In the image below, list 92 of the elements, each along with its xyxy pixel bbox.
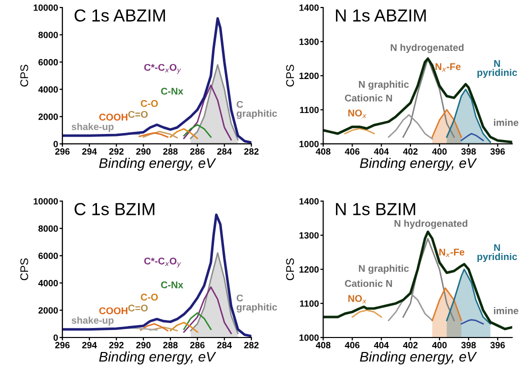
annotation: N$_{x}$-Fe bbox=[439, 248, 464, 258]
annotation: NO$_{x}$ bbox=[348, 295, 366, 304]
y-tick-label: 2000 bbox=[38, 114, 58, 120]
y-axis-title: CPS bbox=[286, 258, 294, 280]
x-axis-title: Binding energy, eV bbox=[99, 158, 216, 171]
x-tick-label: 282 bbox=[244, 342, 259, 348]
y-tick-label: 4000 bbox=[38, 280, 58, 286]
y-tick-label: 1400 bbox=[300, 198, 319, 204]
x-tick-label: 286 bbox=[190, 148, 205, 155]
annotation: imine bbox=[494, 307, 518, 314]
y-tick-label: 6000 bbox=[38, 59, 58, 66]
x-tick-label: 408 bbox=[316, 148, 330, 155]
x-tick-label: 292 bbox=[109, 342, 124, 348]
annotation: C graphitic bbox=[236, 100, 278, 119]
y-tick-label: 1300 bbox=[300, 232, 319, 239]
x-tick-label: 290 bbox=[136, 342, 151, 348]
x-tick-label: 396 bbox=[490, 148, 505, 155]
y-axis-title: CPS bbox=[20, 258, 28, 280]
x-tick-label: 400 bbox=[432, 148, 447, 155]
annotation: shake-up bbox=[72, 316, 114, 326]
x-tick-label: 396 bbox=[490, 342, 505, 348]
x-tick-label: 404 bbox=[374, 148, 389, 155]
y-tick-label: 1100 bbox=[300, 106, 319, 114]
x-tick-label: 398 bbox=[461, 148, 476, 155]
x-tick-label: 294 bbox=[82, 148, 97, 155]
x-tick-label: 296 bbox=[55, 342, 70, 348]
x-tick-label: 284 bbox=[217, 148, 232, 155]
annotation: C-Nx bbox=[161, 281, 184, 288]
annotation: NO$_{x}$ bbox=[348, 110, 366, 118]
y-tick-label: 1000 bbox=[300, 334, 319, 341]
x-tick-label: 404 bbox=[374, 342, 389, 348]
annotation: C*-C$_{x}$O$_{y}$ bbox=[144, 258, 182, 268]
y-tick-label: 1300 bbox=[300, 38, 319, 45]
annotation: C-O bbox=[140, 294, 158, 301]
annotation: C graphitic bbox=[236, 294, 278, 312]
y-tick-label: 2000 bbox=[38, 307, 58, 314]
x-tick-label: 406 bbox=[344, 342, 360, 348]
y-axis-title: CPS bbox=[20, 64, 28, 87]
x-tick-label: 294 bbox=[82, 342, 97, 348]
x-tick-label: 292 bbox=[109, 148, 124, 155]
annotation: Cationic N bbox=[344, 94, 392, 102]
x-tick-label: 286 bbox=[190, 342, 205, 348]
annotation: shake-up bbox=[72, 122, 114, 132]
annotation: C=O bbox=[128, 110, 148, 118]
chart-title: C 1s ABZIM bbox=[74, 9, 165, 22]
annotation: COOH bbox=[99, 307, 128, 314]
y-tick-label: 1200 bbox=[300, 266, 319, 273]
y-tick-label: 1400 bbox=[300, 4, 319, 11]
chart-title: N 1s ABZIM bbox=[336, 10, 426, 22]
annotation: N graphitic bbox=[358, 80, 409, 90]
y-tick-label: 6000 bbox=[38, 252, 58, 260]
y-axis-title: CPS bbox=[286, 64, 294, 87]
annotation: C-Nx bbox=[161, 88, 184, 95]
annotation: C=O bbox=[128, 304, 148, 312]
y-tick-label: 1200 bbox=[300, 72, 319, 80]
x-tick-label: 282 bbox=[244, 148, 259, 155]
y-tick-label: 0 bbox=[54, 140, 58, 148]
x-tick-label: 408 bbox=[316, 342, 330, 348]
y-tick-label: 8000 bbox=[38, 225, 58, 232]
y-tick-label: 8000 bbox=[38, 32, 58, 38]
annotation: imine bbox=[494, 118, 518, 126]
y-tick-label: 10000 bbox=[34, 198, 58, 204]
annotation: N$_{x}$-Fe bbox=[436, 63, 461, 72]
x-tick-label: 296 bbox=[55, 148, 70, 155]
x-tick-label: 406 bbox=[344, 148, 360, 155]
y-tick-label: 4000 bbox=[38, 86, 58, 93]
y-tick-label: 10000 bbox=[34, 4, 58, 11]
x-tick-label: 284 bbox=[217, 342, 232, 348]
x-tick-label: 288 bbox=[163, 342, 178, 348]
annotation: N pyridinic bbox=[477, 60, 518, 78]
annotation: N pyridinic bbox=[477, 244, 518, 262]
x-tick-label: 290 bbox=[136, 148, 151, 155]
y-tick-label: 1000 bbox=[300, 140, 319, 148]
chart-title: C 1s BZIM bbox=[74, 202, 154, 216]
annotation: N hydrogenated bbox=[390, 44, 464, 53]
annotation: N graphitic bbox=[358, 264, 409, 274]
annotation: C*-C$_{x}$O$_{y}$ bbox=[144, 64, 182, 74]
annotation: COOH bbox=[99, 114, 128, 121]
x-tick-label: 398 bbox=[461, 342, 476, 348]
x-tick-label: 288 bbox=[163, 148, 178, 155]
x-tick-label: 402 bbox=[403, 148, 418, 155]
annotation: C-O bbox=[140, 100, 158, 107]
chart-title: N 1s BZIM bbox=[336, 203, 416, 216]
x-axis-title: Binding energy, eV bbox=[360, 351, 477, 364]
y-tick-label: 1100 bbox=[300, 300, 319, 307]
x-tick-label: 400 bbox=[432, 342, 447, 348]
x-axis-title: Binding energy, eV bbox=[99, 351, 216, 364]
annotation: N hydrogenated bbox=[394, 220, 468, 229]
y-tick-label: 0 bbox=[54, 334, 58, 341]
x-axis-title: Binding energy, eV bbox=[360, 158, 477, 171]
annotation: Cationic N bbox=[344, 280, 392, 287]
x-tick-label: 402 bbox=[403, 342, 418, 348]
